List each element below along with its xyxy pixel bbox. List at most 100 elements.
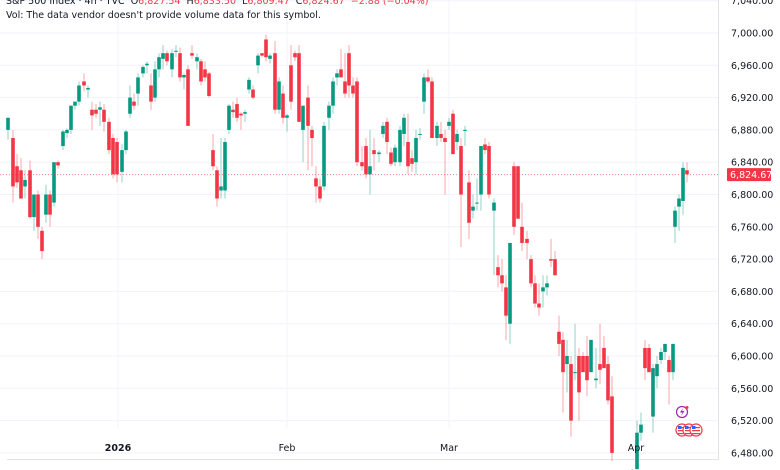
candle — [673, 206, 677, 243]
candle — [124, 129, 128, 155]
candle — [500, 259, 504, 292]
candle — [492, 198, 496, 276]
candle — [281, 85, 285, 124]
candle — [6, 117, 10, 140]
candle — [463, 125, 467, 147]
candle — [594, 347, 598, 389]
price-axis[interactable]: 7,040.00 7,000.00 6,960.00 6,920.00 6,880.00… — [731, 0, 773, 470]
candle — [516, 166, 520, 219]
candle — [671, 343, 675, 381]
candle — [549, 238, 553, 268]
symbol-title[interactable]: S&P 500 Index · 4h · TVC — [6, 0, 125, 7]
candle — [459, 137, 463, 247]
candle — [647, 343, 651, 373]
candle — [19, 158, 23, 199]
breaking-news-icon[interactable] — [675, 405, 689, 419]
candle — [227, 104, 231, 134]
candle — [667, 356, 671, 405]
candle — [606, 356, 610, 405]
candle — [545, 275, 549, 296]
candle — [141, 65, 145, 78]
candle — [28, 160, 32, 219]
price-tick-label: 6,720.00 — [731, 255, 773, 266]
candle — [306, 85, 310, 171]
candle — [385, 117, 389, 155]
candle — [447, 117, 451, 130]
chart-legend: S&P 500 Index · 4h · TVC O6,827.54 H6,83… — [6, 0, 428, 23]
candle — [377, 150, 381, 163]
candle — [231, 101, 235, 118]
candle — [402, 113, 406, 147]
candle — [94, 104, 98, 118]
candle — [663, 343, 667, 361]
candle — [239, 112, 243, 130]
candle — [406, 113, 410, 175]
candle — [157, 53, 161, 78]
time-tick-label: Apr — [628, 443, 645, 454]
candle — [414, 129, 418, 175]
price-tick-label: 6,560.00 — [731, 384, 773, 395]
candle — [541, 275, 545, 308]
candle — [655, 356, 659, 389]
ohlc-high: H6,833.50 — [186, 0, 237, 7]
candle — [40, 226, 44, 260]
candle — [65, 128, 69, 138]
candle — [589, 339, 593, 373]
candle — [439, 121, 443, 143]
candle — [504, 275, 508, 340]
candle — [525, 230, 529, 260]
price-tick-label: 6,600.00 — [731, 352, 773, 363]
candle — [355, 77, 359, 167]
candle — [561, 331, 565, 413]
candle — [573, 323, 577, 381]
candle — [52, 162, 56, 207]
candle — [199, 58, 203, 86]
candle — [569, 356, 573, 437]
candle — [368, 129, 372, 195]
time-tick-label: 2026 — [105, 443, 132, 454]
candle — [339, 49, 343, 78]
candle — [410, 150, 414, 172]
candle — [48, 190, 52, 227]
time-tick-label: Feb — [279, 443, 296, 454]
candle — [529, 255, 533, 288]
candle — [264, 34, 268, 62]
price-tick-label: 6,920.00 — [731, 93, 773, 104]
candle — [251, 85, 255, 100]
candle — [422, 73, 426, 114]
candle — [128, 85, 132, 118]
ohlc-open: O6,827.54 — [130, 0, 181, 7]
candle — [289, 45, 293, 110]
time-axis[interactable]: 2026 Feb Mar Apr — [105, 443, 645, 454]
price-tick-label: 6,840.00 — [731, 158, 773, 169]
candle — [153, 61, 157, 102]
candle — [107, 117, 111, 155]
candle — [364, 137, 368, 179]
candle — [11, 129, 15, 203]
candle — [585, 335, 589, 397]
candle — [277, 77, 281, 114]
candle — [56, 160, 60, 169]
candle — [537, 283, 541, 316]
candle — [598, 323, 602, 385]
candle — [335, 69, 339, 86]
candle — [215, 166, 219, 207]
candle — [331, 77, 335, 114]
us-flag-icon[interactable] — [689, 423, 703, 437]
candle — [98, 101, 102, 126]
candle — [533, 275, 537, 308]
candle — [360, 146, 364, 171]
candle — [443, 129, 447, 195]
candle — [381, 121, 385, 138]
grid-lines — [0, 0, 718, 454]
candle — [186, 65, 190, 126]
candle — [565, 339, 569, 393]
candle — [77, 81, 81, 106]
price-tick-label: 6,760.00 — [731, 222, 773, 233]
time-tick-label: Mar — [440, 443, 458, 454]
price-tick-label: 6,800.00 — [731, 190, 773, 201]
current-price-badge: 6,824.67 — [727, 168, 772, 182]
candle — [393, 144, 397, 167]
ohlc-close: C6,824.67 — [295, 0, 345, 7]
